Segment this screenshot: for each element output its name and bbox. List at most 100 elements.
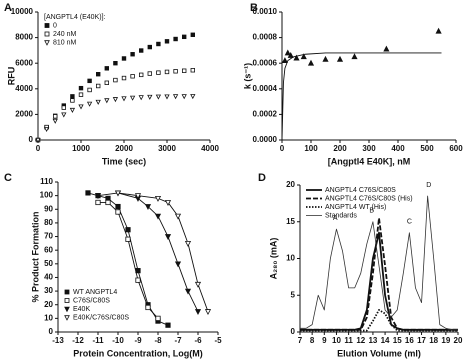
x-tick-label: 0 xyxy=(36,144,41,153)
marker xyxy=(156,70,161,75)
marker xyxy=(138,72,144,78)
marker xyxy=(181,34,187,40)
y-tick-label: 8000 xyxy=(15,33,33,42)
x-tick-label: 4000 xyxy=(201,144,219,153)
marker xyxy=(145,304,151,311)
marker xyxy=(121,56,127,61)
x-tick-label: -11 xyxy=(92,336,104,345)
legend-title: [ANGPTL4 (E40K)]: xyxy=(44,14,106,21)
y-tick-label: 40 xyxy=(44,273,53,282)
marker xyxy=(105,199,111,206)
marker xyxy=(164,69,170,75)
y-tick-label: 10 xyxy=(286,254,295,263)
marker xyxy=(174,213,182,220)
marker xyxy=(435,27,442,34)
legend-label: E40K xyxy=(73,306,90,313)
marker xyxy=(172,94,179,100)
marker xyxy=(190,68,195,73)
y-tick-label: 10000 xyxy=(11,7,34,16)
x-tick-label: 18 xyxy=(429,336,438,345)
marker xyxy=(129,95,136,101)
marker xyxy=(113,77,118,83)
marker xyxy=(104,80,109,85)
x-tick-label: 100 xyxy=(304,144,318,153)
marker xyxy=(104,98,110,104)
marker xyxy=(61,112,67,118)
x-tick-label: 9 xyxy=(322,336,327,345)
x-tick-label: 8 xyxy=(310,336,315,345)
marker xyxy=(35,137,41,144)
marker xyxy=(147,44,152,50)
marker xyxy=(184,288,192,295)
legend-swatch xyxy=(44,23,50,28)
marker xyxy=(69,107,76,113)
series-line xyxy=(300,231,458,331)
marker xyxy=(125,236,131,242)
x-tick-label: 3000 xyxy=(158,144,176,153)
x-tick-label: -9 xyxy=(134,336,142,345)
y-tick-label: 15 xyxy=(286,217,295,226)
marker xyxy=(138,95,144,101)
marker xyxy=(113,61,118,66)
marker xyxy=(164,200,172,206)
marker xyxy=(85,190,91,196)
marker xyxy=(164,39,170,44)
y-tick-label: 20 xyxy=(286,180,295,189)
marker xyxy=(95,99,101,105)
y-tick-label: 90 xyxy=(44,204,53,213)
y-tick-label: 0.0010 xyxy=(253,7,278,16)
marker xyxy=(130,74,135,79)
marker xyxy=(300,53,307,60)
marker xyxy=(173,36,178,42)
marker xyxy=(173,69,178,74)
marker xyxy=(383,45,390,52)
legend-swatch xyxy=(64,306,70,313)
annotation: C xyxy=(407,219,412,226)
annotation: A xyxy=(333,215,338,222)
x-tick-label: 11 xyxy=(344,336,353,345)
legend-label: ANGPTL4 C76S/C80S (His) xyxy=(325,195,413,202)
marker xyxy=(293,54,300,61)
legend-swatch xyxy=(64,298,70,303)
series-line xyxy=(87,192,169,326)
marker xyxy=(307,59,315,66)
x-axis-label: Elution Volume (ml) xyxy=(337,348,421,358)
marker xyxy=(194,281,202,288)
y-tick-label: 50 xyxy=(44,259,53,268)
x-tick-label: -12 xyxy=(72,336,84,345)
x-tick-label: -7 xyxy=(174,336,182,345)
marker xyxy=(87,78,92,84)
marker xyxy=(351,53,358,60)
x-tick-label: 14 xyxy=(381,336,390,345)
x-axis-label: Time (sec) xyxy=(102,156,146,166)
x-tick-label: 20 xyxy=(454,336,463,345)
x-tick-label: 300 xyxy=(362,144,376,153)
marker xyxy=(96,72,101,77)
marker xyxy=(174,261,182,268)
marker xyxy=(78,104,84,110)
x-tick-label: 17 xyxy=(417,336,426,345)
marker xyxy=(138,48,144,53)
marker xyxy=(190,94,196,100)
marker xyxy=(164,234,172,241)
y-tick-label: 0.0008 xyxy=(253,33,278,42)
legend-label: 0 xyxy=(53,22,57,29)
marker xyxy=(61,105,66,110)
y-tick-label: 0.0006 xyxy=(253,58,278,67)
marker xyxy=(164,94,170,100)
y-tick-label: 30 xyxy=(44,286,53,295)
marker xyxy=(112,97,119,103)
marker xyxy=(78,92,84,97)
y-tick-label: 20 xyxy=(44,300,53,309)
legend-label: 810 nM xyxy=(53,39,77,46)
marker xyxy=(336,55,344,62)
marker xyxy=(284,49,291,56)
y-axis-label: A₂₈₀ (mA) xyxy=(268,238,278,280)
legend-label: WT ANGPTL4 xyxy=(73,289,117,296)
y-tick-label: 0.0002 xyxy=(253,110,278,119)
marker xyxy=(87,87,92,93)
marker xyxy=(147,71,152,76)
y-axis-label: k (s⁻¹) xyxy=(242,63,252,89)
x-tick-label: -13 xyxy=(52,336,64,345)
legend-swatch xyxy=(44,40,50,46)
